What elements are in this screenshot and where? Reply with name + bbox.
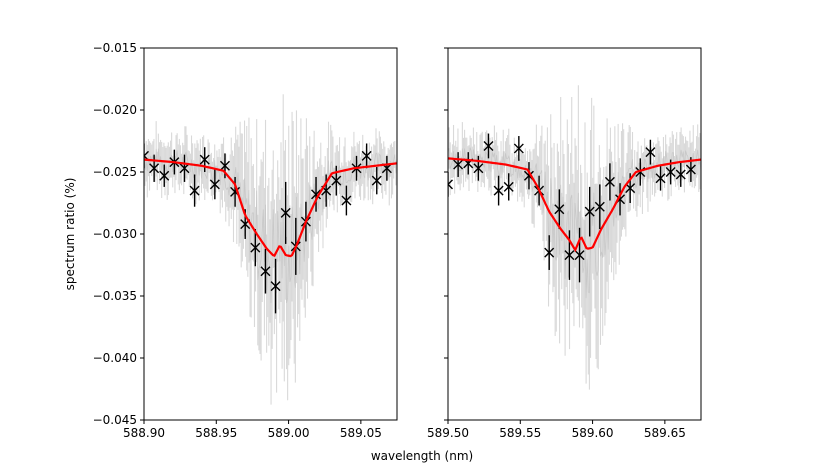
- binned-point: [149, 163, 160, 174]
- x-tick-label: 589.00: [268, 426, 310, 440]
- binned-point: [448, 179, 453, 190]
- binned-point: [564, 250, 575, 261]
- binned-point: [685, 164, 696, 175]
- binned-point: [665, 167, 676, 177]
- binned-point: [331, 175, 342, 186]
- y-tick-label: −0.020: [93, 103, 137, 117]
- binned-point: [675, 169, 686, 180]
- x-axis-label: wavelength (nm): [371, 449, 473, 463]
- right-panel: 589.50 589.55 589.60 589.65: [427, 47, 702, 440]
- binned-point: [513, 143, 524, 154]
- binned-point: [645, 147, 656, 158]
- binned-point: [189, 185, 200, 196]
- binned-point: [473, 163, 484, 174]
- model-line: [448, 157, 701, 253]
- x-tick-label: 589.55: [499, 426, 541, 440]
- binned-point: [544, 247, 555, 258]
- y-tick-label: −0.045: [93, 413, 137, 427]
- y-tick-label: −0.035: [93, 289, 137, 303]
- binned-point: [453, 159, 464, 170]
- binned-point: [594, 201, 605, 212]
- binned-point: [179, 163, 190, 174]
- x-tick-label: 588.95: [195, 426, 237, 440]
- binned-points: [144, 143, 392, 314]
- binned-point: [199, 154, 210, 165]
- x-tick-label: 589.05: [340, 426, 382, 440]
- binned-point: [311, 189, 322, 200]
- x-tick-label: 588.90: [123, 426, 165, 440]
- raw-data-band: [144, 94, 397, 405]
- plot-frame: [143, 47, 398, 421]
- binned-point: [341, 195, 352, 206]
- y-axis-label: spectrum ratio (%): [63, 178, 77, 291]
- binned-point: [260, 266, 271, 277]
- binned-point: [250, 242, 261, 253]
- binned-point: [625, 183, 636, 194]
- binned-point: [483, 140, 494, 151]
- x-tick-label: 589.50: [427, 426, 469, 440]
- binned-point: [219, 160, 230, 171]
- binned-point: [493, 185, 504, 196]
- y-tick-label: −0.040: [93, 351, 137, 365]
- left-panel: 588.90 588.95 589.00 589.05 −0.045 −0.040 −0.0…: [93, 41, 398, 440]
- binned-point: [604, 176, 615, 187]
- raw-data-line: [448, 147, 701, 299]
- binned-points: [448, 133, 696, 283]
- binned-point: [554, 204, 565, 215]
- binned-point: [371, 175, 382, 186]
- x-tick-label: 589.65: [644, 426, 686, 440]
- binned-point: [655, 173, 666, 184]
- y-tick-label: −0.025: [93, 165, 137, 179]
- binned-point: [584, 206, 595, 217]
- binned-point: [280, 207, 291, 218]
- binned-point: [209, 179, 220, 190]
- binned-point: [574, 250, 585, 261]
- y-tick-label: −0.030: [93, 227, 137, 241]
- binned-point: [159, 170, 170, 181]
- y-tick-label: −0.015: [93, 41, 137, 55]
- binned-point: [270, 281, 281, 292]
- raw-data-band: [448, 85, 701, 390]
- binned-point: [503, 181, 514, 192]
- x-tick-label: 589.60: [572, 426, 614, 440]
- binned-point: [361, 150, 372, 161]
- model-line: [144, 158, 397, 258]
